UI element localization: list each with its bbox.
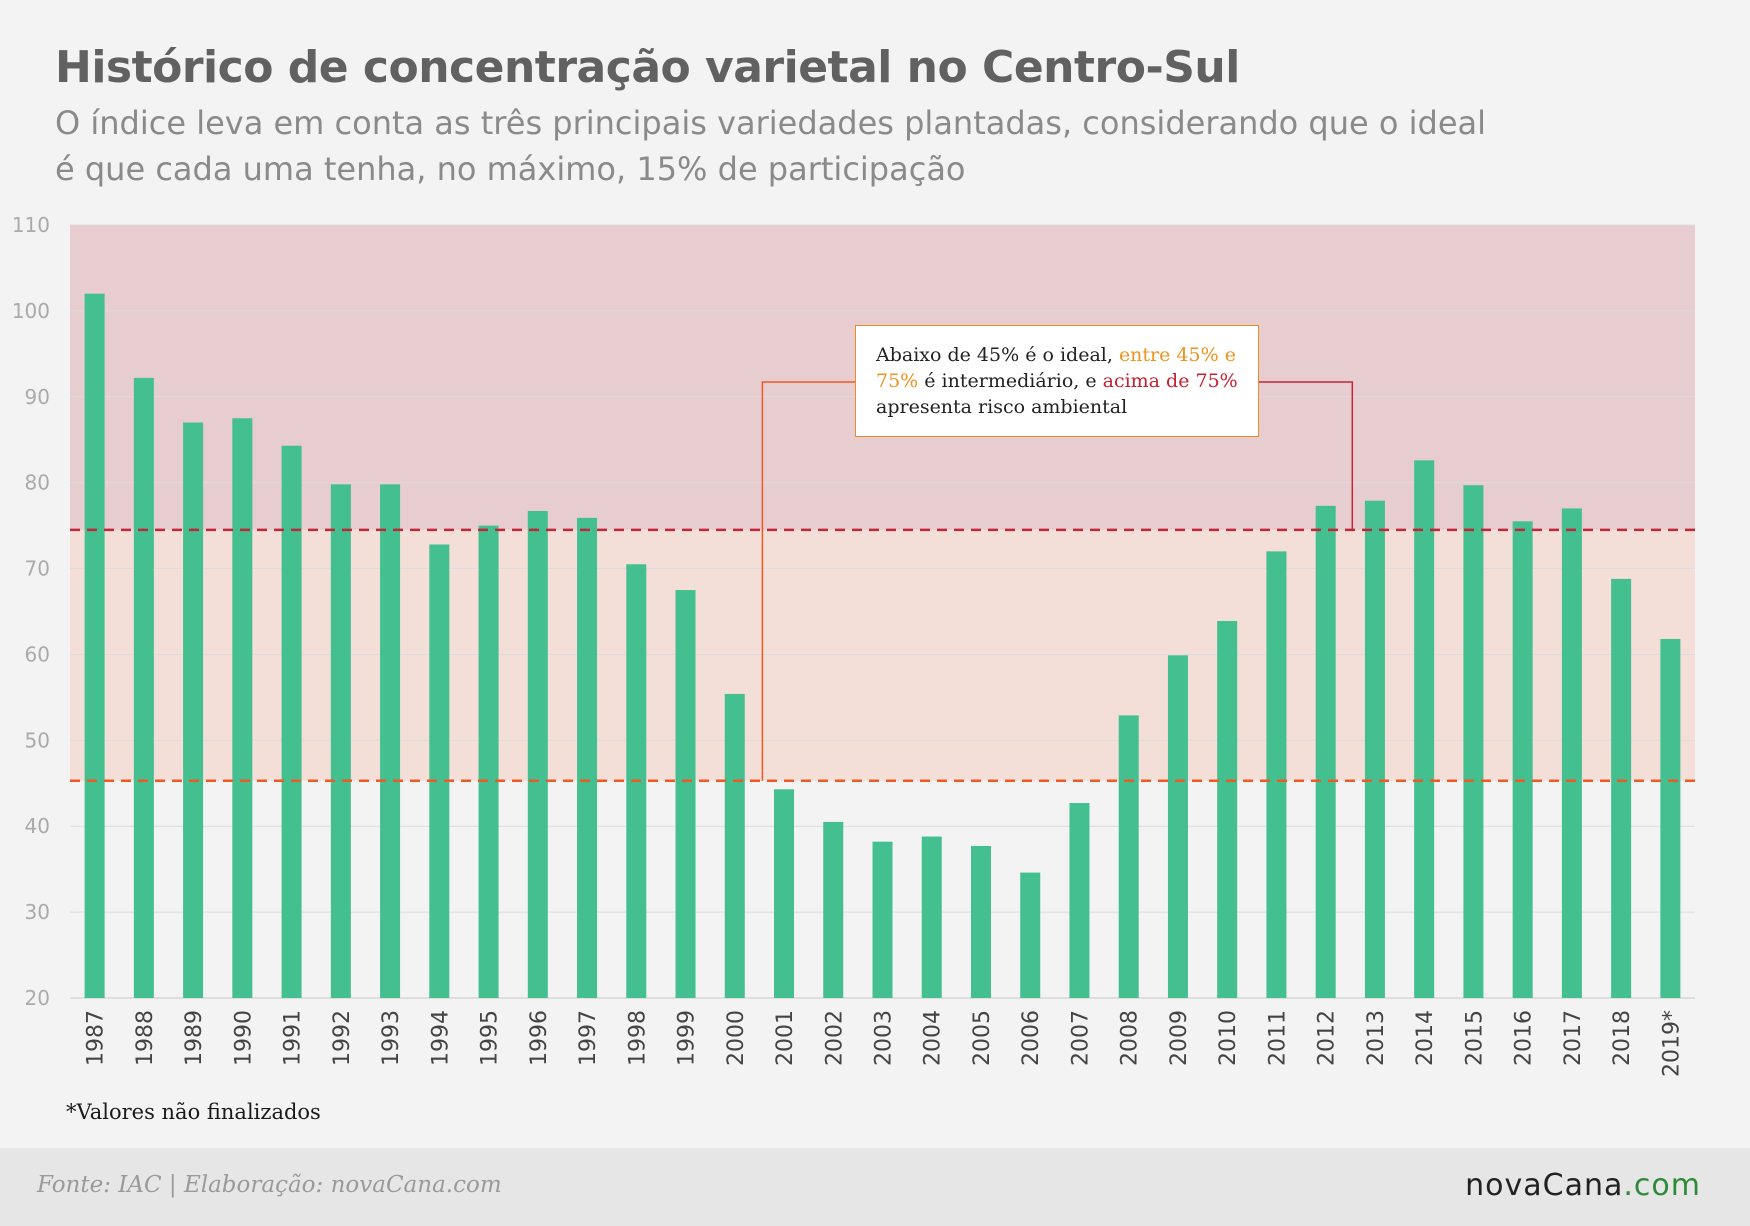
bar-2007 [1069, 803, 1090, 998]
annotation-intermediate-range: entre 45% e 75% [876, 344, 1236, 392]
x-tick-label: 1993 [379, 1010, 404, 1066]
bar-1988 [133, 377, 154, 998]
x-tick-label: 1994 [428, 1010, 453, 1066]
chart-title: Histórico de concentração varietal no Ce… [55, 42, 1240, 93]
bar-2009 [1167, 655, 1188, 998]
bar-2008 [1118, 715, 1139, 998]
x-tick-label: 2014 [1413, 1010, 1438, 1066]
x-tick-label: 2015 [1462, 1010, 1487, 1066]
x-tick-label: 1990 [231, 1010, 256, 1066]
bar-2016 [1512, 521, 1533, 998]
x-tick-label: 1989 [182, 1010, 207, 1066]
x-tick-label: 1997 [576, 1010, 601, 1066]
x-tick-label: 2019* [1659, 1010, 1684, 1077]
bar-1992 [330, 484, 351, 999]
y-tick-label: 40 [25, 814, 50, 838]
bar-1994 [429, 544, 450, 998]
logo-suffix: .com [1623, 1168, 1701, 1203]
y-tick-label: 100 [12, 299, 50, 323]
annotation-risk-range: acima de 75% [1102, 370, 1238, 392]
bar-2017 [1561, 508, 1582, 998]
bar-2000 [724, 693, 745, 998]
y-tick-label: 20 [25, 986, 50, 1010]
x-tick-label: 2008 [1118, 1010, 1143, 1066]
footer: Fonte: IAC | Elaboração: novaCana.com no… [0, 1148, 1750, 1226]
y-tick-label: 70 [25, 557, 50, 581]
x-tick-label: 2000 [724, 1010, 749, 1066]
y-tick-label: 90 [25, 385, 50, 409]
x-tick-label: 2010 [1216, 1010, 1241, 1066]
source-credit: Fonte: IAC | Elaboração: novaCana.com [37, 1172, 502, 1198]
bar-1995 [478, 525, 499, 998]
annotation-intermediate-text: é intermediário, e [918, 370, 1103, 392]
y-tick-label: 80 [25, 471, 50, 495]
x-tick-label: 2007 [1068, 1010, 1093, 1066]
x-tick-label: 1987 [84, 1010, 109, 1066]
x-tick-label: 2018 [1610, 1010, 1635, 1066]
x-tick-label: 2009 [1167, 1010, 1192, 1066]
bar-2014 [1414, 460, 1435, 998]
x-tick-label: 1998 [625, 1010, 650, 1066]
x-tick-label: 1996 [527, 1010, 552, 1066]
risk-zone-1 [70, 529, 1695, 781]
novacana-logo: novaCana.com [1465, 1168, 1701, 1203]
bar-2003 [872, 841, 893, 998]
bar-2015 [1463, 485, 1484, 998]
chart-subtitle: O índice leva em conta as três principai… [55, 104, 1487, 188]
x-tick-label: 2013 [1364, 1010, 1389, 1066]
bar-2019* [1660, 638, 1681, 998]
footnote: *Valores não finalizados [66, 1100, 321, 1124]
annotation-connector-75 [1259, 381, 1354, 530]
x-tick-label: 2001 [773, 1010, 798, 1066]
bar-chart: 20 30 40 50 60 70 80 90 100 110 1987 1988 1989 1990 1… [12, 213, 1695, 1077]
x-tick-label: 2002 [822, 1010, 847, 1066]
annotation-box: Abaixo de 45% é o ideal, entre 45% e 75%… [855, 325, 1259, 437]
bar-2013 [1364, 500, 1385, 998]
bar-2005 [970, 845, 991, 998]
bar-2012 [1315, 505, 1336, 998]
bar-1990 [232, 418, 253, 998]
x-tick-label: 2012 [1315, 1010, 1340, 1066]
x-tick-label: 2011 [1265, 1010, 1290, 1066]
y-tick-label: 30 [25, 900, 50, 924]
annotation-connector-45 [761, 381, 855, 781]
x-tick-label: 1995 [478, 1010, 503, 1066]
y-tick-label: 110 [12, 213, 50, 237]
bar-1991 [281, 445, 302, 998]
bar-1999 [675, 590, 696, 998]
bar-1996 [527, 511, 548, 998]
bar-1997 [577, 517, 598, 998]
bar-2011 [1266, 551, 1287, 998]
bar-2018 [1611, 578, 1632, 998]
x-tick-label: 2006 [1019, 1010, 1044, 1066]
x-tick-label: 2017 [1561, 1010, 1586, 1066]
bar-1987 [84, 293, 105, 998]
annotation-ideal: Abaixo de 45% é o ideal, [876, 344, 1119, 366]
x-tick-label: 1988 [133, 1010, 158, 1066]
x-tick-label: 1999 [675, 1010, 700, 1066]
y-tick-label: 50 [25, 728, 50, 752]
bar-2006 [1020, 872, 1041, 998]
annotation-risk-text: apresenta risco ambiental [876, 396, 1128, 418]
bar-1993 [380, 484, 401, 999]
bar-2001 [774, 789, 795, 998]
bar-2010 [1217, 620, 1238, 998]
y-tick-label: 60 [25, 642, 50, 666]
bar-2004 [921, 836, 942, 998]
bar-1989 [183, 422, 204, 998]
x-tick-label: 2016 [1512, 1010, 1537, 1066]
x-tick-label: 2003 [872, 1010, 897, 1066]
x-tick-label: 2004 [921, 1010, 946, 1066]
x-tick-label: 1991 [281, 1010, 306, 1066]
logo-main: novaCana [1465, 1168, 1624, 1203]
x-tick-label: 1992 [330, 1010, 355, 1066]
bar-2002 [823, 821, 844, 998]
x-tick-label: 2005 [970, 1010, 995, 1066]
